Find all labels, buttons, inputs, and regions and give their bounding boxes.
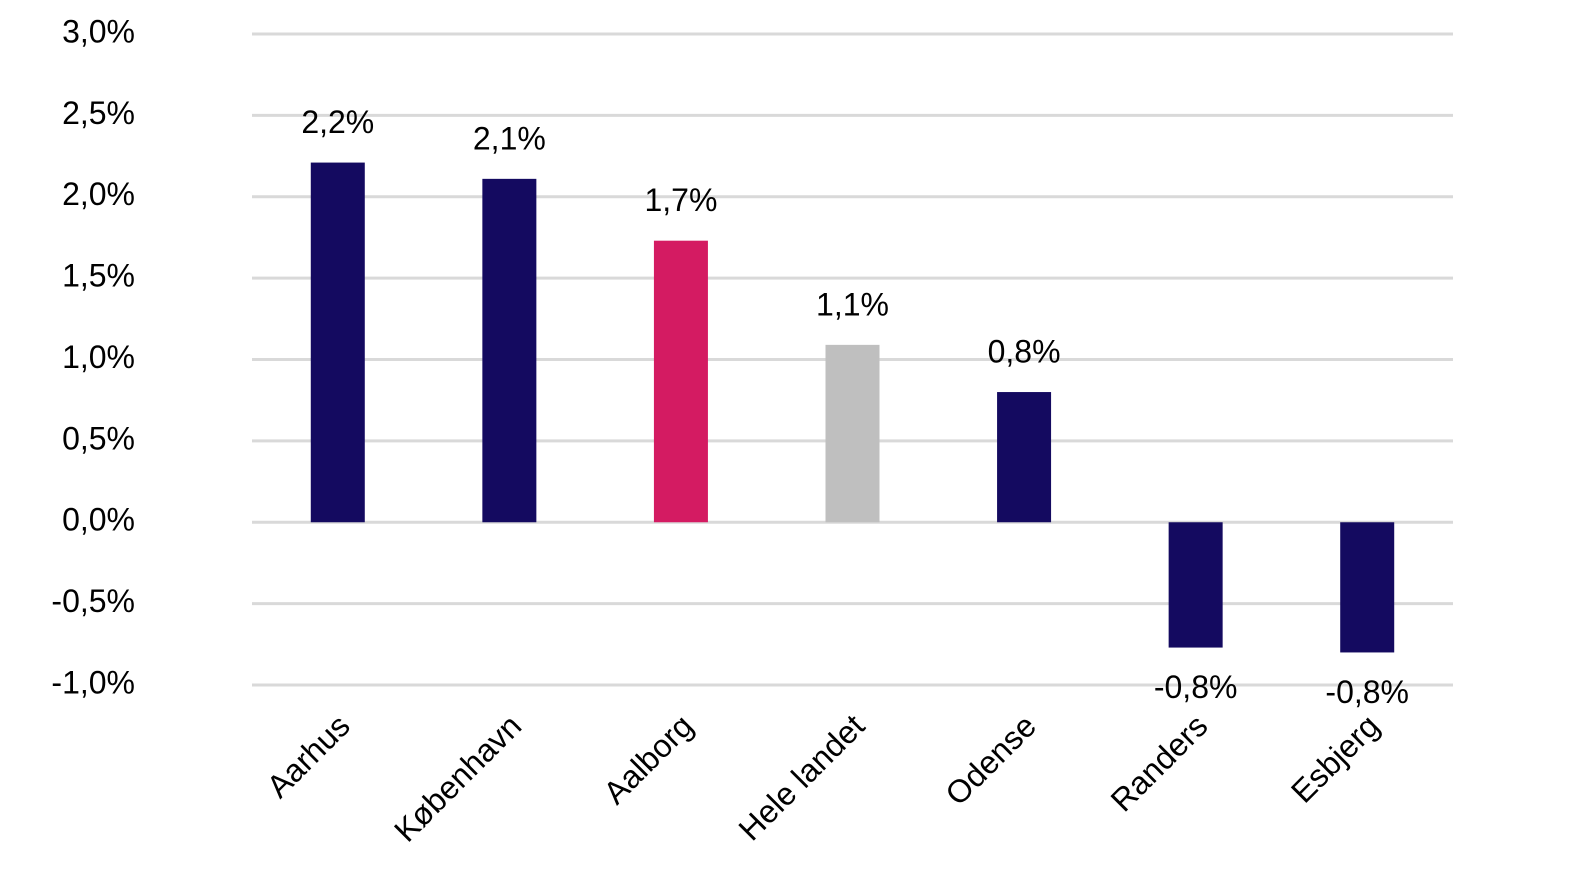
- y-tick-label: 0,5%: [62, 420, 135, 456]
- y-tick-label: -0,5%: [51, 583, 135, 619]
- y-tick-label: 1,0%: [62, 339, 135, 375]
- bar: [310, 162, 365, 523]
- y-tick-label: 2,0%: [62, 176, 135, 212]
- y-tick-label: 0,0%: [62, 502, 135, 538]
- y-tick-label: -1,0%: [51, 664, 135, 700]
- bar: [1340, 522, 1395, 653]
- bar: [482, 178, 537, 523]
- bar: [653, 240, 708, 523]
- y-tick-label: 1,5%: [62, 258, 135, 294]
- value-label: 2,1%: [473, 120, 546, 156]
- x-tick-label: Aarhus: [260, 707, 357, 804]
- bar: [825, 344, 880, 523]
- bar: [997, 392, 1052, 523]
- y-tick-label: 2,5%: [62, 95, 135, 131]
- x-tick-label: Randers: [1104, 707, 1215, 818]
- value-label: 0,8%: [988, 334, 1061, 370]
- value-label: 1,1%: [816, 286, 889, 322]
- value-label: 2,2%: [301, 104, 374, 140]
- value-label: -0,8%: [1325, 674, 1409, 710]
- value-label: -0,8%: [1154, 669, 1238, 705]
- value-label: 1,7%: [644, 182, 717, 218]
- bar: [1168, 522, 1223, 648]
- x-tick-label: Esbjerg: [1284, 707, 1386, 809]
- x-tick-label: Odense: [938, 707, 1043, 812]
- x-tick-label: Hele landet: [731, 707, 871, 847]
- x-tick-label: København: [387, 707, 528, 848]
- y-tick-label: 3,0%: [62, 13, 135, 49]
- x-tick-label: Aalborg: [596, 707, 699, 810]
